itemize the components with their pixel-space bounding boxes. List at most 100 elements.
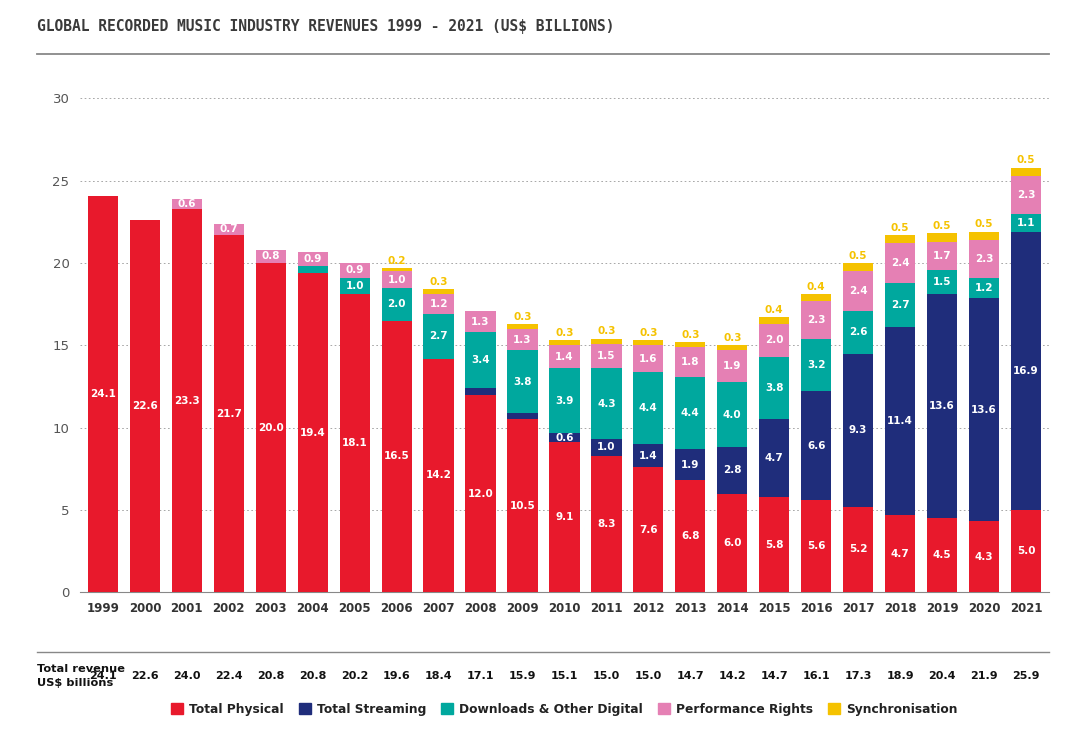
Bar <box>759 357 789 419</box>
Bar <box>507 413 538 419</box>
Text: 0.4: 0.4 <box>765 305 784 315</box>
Text: 0.6: 0.6 <box>555 433 574 443</box>
Text: 1.0: 1.0 <box>345 281 364 291</box>
Bar <box>130 221 160 592</box>
Text: 18.4: 18.4 <box>425 671 453 682</box>
Bar <box>424 358 454 592</box>
Text: 20.4: 20.4 <box>929 671 955 682</box>
Text: 15.0: 15.0 <box>635 671 662 682</box>
Bar <box>717 381 748 448</box>
Text: GLOBAL RECORDED MUSIC INDUSTRY REVENUES 1999 - 2021 (US$ BILLIONS): GLOBAL RECORDED MUSIC INDUSTRY REVENUES … <box>37 19 615 34</box>
Bar <box>759 317 789 324</box>
Bar <box>550 340 579 346</box>
Bar <box>885 327 915 515</box>
Text: 3.9: 3.9 <box>555 396 574 405</box>
Text: 11.4: 11.4 <box>887 416 913 426</box>
Text: 1.9: 1.9 <box>723 361 741 371</box>
Text: 2.7: 2.7 <box>890 300 910 310</box>
Text: 1.3: 1.3 <box>513 335 531 345</box>
Text: 0.5: 0.5 <box>974 219 994 229</box>
Bar <box>340 294 370 592</box>
Bar <box>927 270 957 294</box>
Bar <box>1011 214 1042 232</box>
Bar <box>507 350 538 413</box>
Text: 8.3: 8.3 <box>597 519 616 529</box>
Text: 0.3: 0.3 <box>513 311 531 322</box>
Text: 17.1: 17.1 <box>466 671 494 682</box>
Bar <box>927 294 957 519</box>
Text: 5.0: 5.0 <box>1017 546 1035 556</box>
Text: 0.3: 0.3 <box>555 328 574 338</box>
Bar <box>507 324 538 329</box>
Text: 0.5: 0.5 <box>849 250 867 261</box>
Text: 1.3: 1.3 <box>472 317 490 326</box>
Bar <box>969 522 999 592</box>
Bar <box>87 196 118 592</box>
Text: 7.6: 7.6 <box>639 524 658 535</box>
Text: 4.4: 4.4 <box>639 403 658 413</box>
Bar <box>591 456 622 592</box>
Text: 19.6: 19.6 <box>382 671 410 682</box>
Text: 4.5: 4.5 <box>933 551 951 560</box>
Text: 20.8: 20.8 <box>257 671 284 682</box>
Text: 1.1: 1.1 <box>1017 218 1035 228</box>
Text: 1.9: 1.9 <box>682 460 700 469</box>
Text: 3.2: 3.2 <box>807 360 825 370</box>
Bar <box>759 497 789 592</box>
Text: 0.3: 0.3 <box>723 333 741 343</box>
Bar <box>550 433 579 443</box>
Text: 0.3: 0.3 <box>639 328 657 338</box>
Bar <box>381 271 412 288</box>
Bar <box>1011 232 1042 510</box>
Bar <box>969 240 999 278</box>
Text: 24.0: 24.0 <box>174 671 200 682</box>
Bar <box>717 350 748 381</box>
Text: 22.4: 22.4 <box>215 671 243 682</box>
Text: 1.2: 1.2 <box>429 299 448 309</box>
Bar <box>507 419 538 592</box>
Bar <box>465 395 495 592</box>
Bar <box>843 507 873 592</box>
Text: 18.9: 18.9 <box>886 671 914 682</box>
Text: 5.2: 5.2 <box>849 545 867 554</box>
Text: 14.2: 14.2 <box>719 671 747 682</box>
Legend: Total Physical, Total Streaming, Downloads & Other Digital, Performance Rights, : Total Physical, Total Streaming, Downloa… <box>166 698 963 720</box>
Text: 1.7: 1.7 <box>933 250 951 261</box>
Bar <box>885 515 915 592</box>
Bar <box>634 340 663 346</box>
Bar <box>550 346 579 369</box>
Bar <box>465 388 495 395</box>
Text: 14.7: 14.7 <box>760 671 788 682</box>
Bar <box>214 235 244 592</box>
Text: 1.5: 1.5 <box>597 351 616 361</box>
Text: 23.3: 23.3 <box>174 396 200 405</box>
Text: 2.3: 2.3 <box>1017 190 1035 200</box>
Text: 0.5: 0.5 <box>890 223 910 232</box>
Text: 1.6: 1.6 <box>639 354 657 364</box>
Text: 0.8: 0.8 <box>262 252 280 261</box>
Bar <box>969 232 999 240</box>
Bar <box>1011 168 1042 176</box>
Bar <box>634 467 663 592</box>
Text: 2.4: 2.4 <box>890 258 910 268</box>
Text: 15.1: 15.1 <box>551 671 578 682</box>
Text: 16.9: 16.9 <box>1013 366 1038 376</box>
Bar <box>381 320 412 592</box>
Bar <box>1011 176 1042 214</box>
Bar <box>717 448 748 493</box>
Bar <box>801 500 832 592</box>
Text: 0.9: 0.9 <box>345 265 364 276</box>
Text: 1.4: 1.4 <box>555 352 574 362</box>
Bar <box>675 342 705 347</box>
Text: 15.0: 15.0 <box>593 671 620 682</box>
Text: 2.3: 2.3 <box>807 315 825 325</box>
Bar <box>885 283 915 327</box>
Text: 6.8: 6.8 <box>681 531 700 542</box>
Text: 2.4: 2.4 <box>849 286 868 296</box>
Bar <box>465 332 495 388</box>
Bar <box>843 354 873 507</box>
Text: 4.3: 4.3 <box>597 399 616 409</box>
Bar <box>675 347 705 377</box>
Text: 2.0: 2.0 <box>765 335 784 346</box>
Bar <box>801 339 832 391</box>
